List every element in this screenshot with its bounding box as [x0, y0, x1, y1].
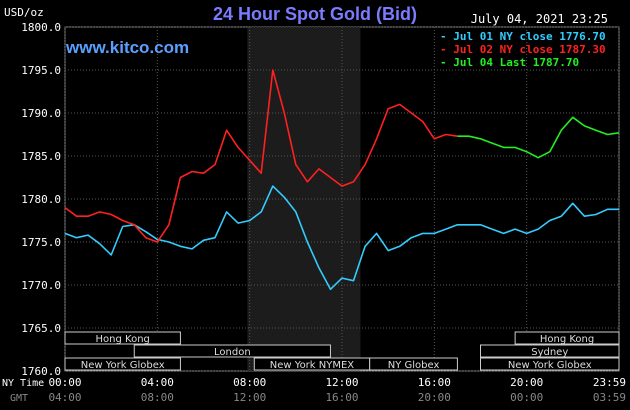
x-tick-label-gmt: 08:00 [141, 391, 174, 404]
legend-entry-jul04: - Jul 04 Last 1787.70 [440, 56, 580, 69]
x-tick-label-gmt: 04:00 [48, 391, 81, 404]
session-bar [514, 331, 620, 345]
legend-entry-jul02: - Jul 02 NY close 1787.30 [440, 43, 606, 56]
session-bar [64, 331, 181, 345]
x-tick-label-ny: 23:59 [593, 376, 626, 389]
series-line-1 [64, 69, 458, 243]
x-tick-label-gmt: 16:00 [325, 391, 358, 404]
session-label: New York Globex [508, 360, 592, 371]
y-tick-label: 1780.0 [21, 193, 61, 206]
session-bar [64, 357, 181, 371]
x-tick-label-gmt: 12:00 [233, 391, 266, 404]
session-label: New York Globex [81, 360, 165, 371]
series-line-2 [457, 116, 620, 159]
site-url[interactable]: www.kitco.com [66, 38, 190, 57]
legend: - Jul 01 NY close 1776.70 - Jul 02 NY cl… [440, 30, 606, 69]
session-label: New York NYMEX [270, 360, 355, 371]
session-label: NY Globex [388, 360, 440, 371]
session-label: Hong Kong [540, 334, 594, 345]
y-tick-label: 1765.0 [21, 322, 61, 335]
series-line-0 [64, 185, 619, 291]
session-label: London [214, 347, 251, 358]
chart-title: 24 Hour Spot Gold (Bid) [213, 4, 417, 24]
x-tick-label-ny: 16:00 [418, 376, 451, 389]
ny-time-label: NY Time [2, 378, 44, 389]
session-bar [133, 344, 331, 358]
y-tick-label: 1770.0 [21, 279, 61, 292]
y-tick-label: 1760.0 [21, 365, 61, 378]
y-tick-label: 1800.0 [21, 21, 61, 34]
y-tick-label: 1790.0 [21, 107, 61, 120]
nymex-session-band [247, 27, 361, 371]
legend-entry-jul01: - Jul 01 NY close 1776.70 [440, 30, 606, 43]
x-tick-label-ny: 12:00 [325, 376, 358, 389]
x-tick-label-ny: 04:00 [141, 376, 174, 389]
x-tick-label-gmt: 00:00 [510, 391, 543, 404]
x-tick-label-ny: 00:00 [48, 376, 81, 389]
units-label: USD/oz [4, 6, 44, 19]
session-bar [369, 357, 458, 371]
gmt-label: GMT [10, 393, 28, 404]
x-tick-label-ny: 08:00 [233, 376, 266, 389]
y-tick-label: 1795.0 [21, 64, 61, 77]
datetime-label: July 04, 2021 23:25 [470, 12, 608, 26]
y-tick-label: 1785.0 [21, 150, 61, 163]
x-tick-label-gmt: 20:00 [418, 391, 451, 404]
session-bar [480, 357, 620, 371]
session-bar [480, 344, 620, 358]
session-label: Sydney [531, 347, 568, 358]
session-label: Hong Kong [96, 334, 150, 345]
x-tick-label-gmt: 03:59 [593, 391, 626, 404]
x-tick-label-ny: 20:00 [510, 376, 543, 389]
y-tick-label: 1775.0 [21, 236, 61, 249]
